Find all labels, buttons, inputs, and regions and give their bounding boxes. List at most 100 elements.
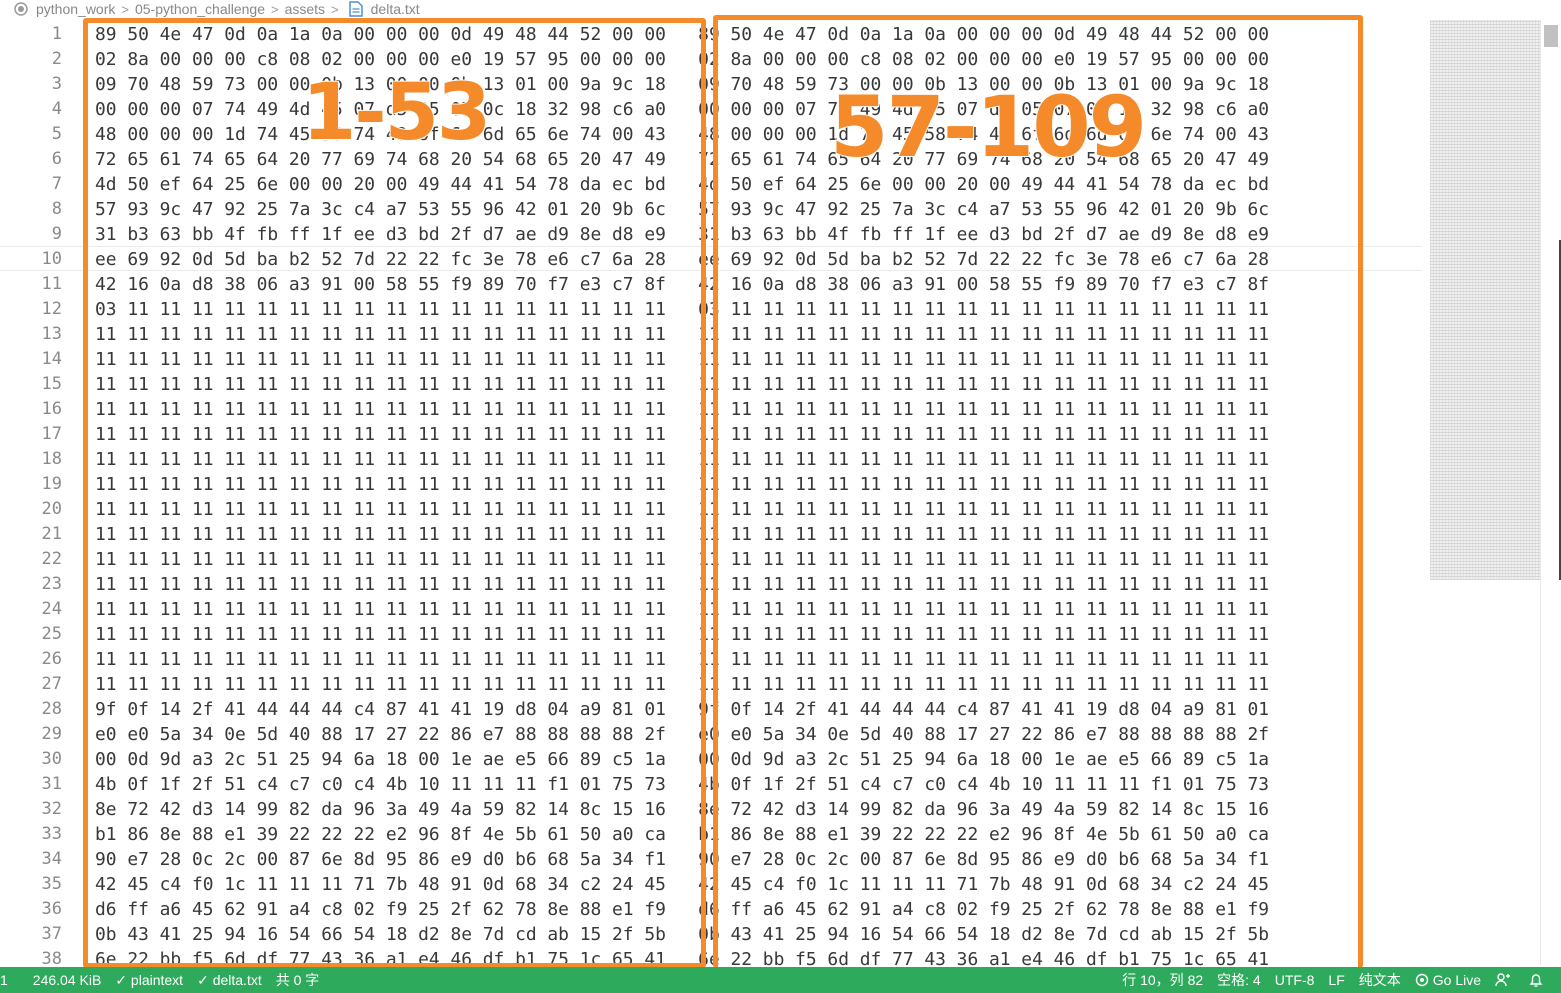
status-language-label: plaintext xyxy=(130,972,184,988)
status-selection[interactable]: 共 0 字 xyxy=(275,972,320,988)
broadcast-icon xyxy=(1415,973,1428,987)
minimap[interactable] xyxy=(1430,20,1540,580)
line-number: 35 xyxy=(41,874,62,894)
code-line[interactable]: 11 11 11 11 11 11 11 11 11 11 11 11 11 1… xyxy=(95,424,1270,445)
line-number: 1 xyxy=(51,24,62,44)
status-bar: 1 246.04 KiB ✓ plaintext ✓ delta.txt 共 0… xyxy=(0,967,1561,993)
editor[interactable]: 1 2 3 4 5 6 7 8 9 10 11 12 13 14 15 16 17 18 19 20 21 22 23 24 2… xyxy=(0,22,1425,967)
code-line[interactable]: 11 11 11 11 11 11 11 11 11 11 11 11 11 1… xyxy=(95,599,1270,620)
line-number: 7 xyxy=(51,174,62,194)
code-line[interactable]: 03 11 11 11 11 11 11 11 11 11 11 11 11 1… xyxy=(95,299,1270,320)
status-left-number[interactable]: 1 xyxy=(0,972,8,988)
status-eol[interactable]: LF xyxy=(1328,972,1345,988)
chevron-right-icon: > xyxy=(121,1,129,17)
code-line[interactable]: 11 11 11 11 11 11 11 11 11 11 11 11 11 1… xyxy=(95,674,1270,695)
status-file[interactable]: ✓ delta.txt xyxy=(190,972,269,989)
code-line[interactable]: 6e 22 bb f5 6d df 77 43 36 a1 e4 46 df b… xyxy=(95,949,1270,967)
line-number: 25 xyxy=(41,624,62,644)
line-number: 24 xyxy=(41,599,62,619)
breadcrumb-item-python-challenge[interactable]: 05-python_challenge xyxy=(134,1,265,17)
code-line[interactable]: 4d 50 ef 64 25 6e 00 00 20 00 49 44 41 5… xyxy=(95,174,1270,195)
code-line[interactable]: 00 00 00 07 74 49 4d 45 07 d5 05 07 0c 1… xyxy=(95,99,1270,120)
status-cursor-position[interactable]: 行 10，列 82 xyxy=(1122,972,1204,988)
status-file-size[interactable]: 246.04 KiB xyxy=(32,972,102,988)
code-line[interactable]: 00 0d 9d a3 2c 51 25 94 6a 18 00 1e ae e… xyxy=(95,749,1270,770)
line-number: 29 xyxy=(41,724,62,744)
code-line[interactable]: b1 86 8e 88 e1 39 22 22 22 e2 96 8f 4e 5… xyxy=(95,824,1270,845)
line-number-gutter: 1 2 3 4 5 6 7 8 9 10 11 12 13 14 15 16 17 18 19 20 21 22 23 24 2… xyxy=(0,22,68,967)
code-line[interactable]: 11 11 11 11 11 11 11 11 11 11 11 11 11 1… xyxy=(95,624,1270,645)
status-file-label: delta.txt xyxy=(212,972,262,988)
code-line[interactable]: ee 69 92 0d 5d ba b2 52 7d 22 22 fc 3e 7… xyxy=(95,249,1270,270)
vertical-scrollbar[interactable] xyxy=(1540,20,1561,965)
code-line[interactable]: 11 11 11 11 11 11 11 11 11 11 11 11 11 1… xyxy=(95,499,1270,520)
line-number: 14 xyxy=(41,349,62,369)
radio-circle-icon xyxy=(14,2,28,16)
breadcrumb-item-python-work[interactable]: python_work xyxy=(36,1,116,17)
code-line[interactable]: 11 11 11 11 11 11 11 11 11 11 11 11 11 1… xyxy=(95,649,1270,670)
line-number: 26 xyxy=(41,649,62,669)
chevron-right-icon: > xyxy=(331,1,339,17)
status-indentation[interactable]: 空格: 4 xyxy=(1217,972,1261,988)
code-line[interactable]: 11 11 11 11 11 11 11 11 11 11 11 11 11 1… xyxy=(95,574,1270,595)
line-number: 10 xyxy=(41,249,62,269)
check-icon: ✓ xyxy=(115,971,128,988)
code-line[interactable]: 48 00 00 00 1d 74 45 58 74 43 6f 6d 6d 6… xyxy=(95,124,1270,145)
code-line[interactable]: 42 45 c4 f0 1c 11 11 11 71 7b 48 91 0d 6… xyxy=(95,874,1270,895)
code-line[interactable]: 11 11 11 11 11 11 11 11 11 11 11 11 11 1… xyxy=(95,449,1270,470)
code-line[interactable]: d6 ff a6 45 62 91 a4 c8 02 f9 25 2f 62 7… xyxy=(95,899,1270,920)
line-number: 32 xyxy=(41,799,62,819)
code-line[interactable]: 0b 43 41 25 94 16 54 66 54 18 d2 8e 7d c… xyxy=(95,924,1270,945)
line-number: 36 xyxy=(41,899,62,919)
line-number: 23 xyxy=(41,574,62,594)
code-line[interactable]: 89 50 4e 47 0d 0a 1a 0a 00 00 00 0d 49 4… xyxy=(95,24,1270,45)
line-number: 8 xyxy=(51,199,62,219)
status-go-live[interactable]: Go Live xyxy=(1408,972,1488,988)
line-number: 9 xyxy=(51,224,62,244)
file-icon xyxy=(348,1,363,17)
code-line[interactable]: 11 11 11 11 11 11 11 11 11 11 11 11 11 1… xyxy=(95,374,1270,395)
code-line[interactable]: 57 93 9c 47 92 25 7a 3c c4 a7 53 55 96 4… xyxy=(95,199,1270,220)
code-line[interactable]: 09 70 48 59 73 00 00 0b 13 00 00 0b 13 0… xyxy=(95,74,1270,95)
line-number: 16 xyxy=(41,399,62,419)
code-line[interactable]: 11 11 11 11 11 11 11 11 11 11 11 11 11 1… xyxy=(95,324,1270,345)
code-area[interactable]: 89 50 4e 47 0d 0a 1a 0a 00 00 00 0d 49 4… xyxy=(95,22,1269,967)
code-line[interactable]: 72 65 61 74 65 64 20 77 69 74 68 20 54 6… xyxy=(95,149,1270,170)
line-number: 15 xyxy=(41,374,62,394)
breadcrumb-item-file[interactable]: delta.txt xyxy=(370,1,420,17)
line-number: 19 xyxy=(41,474,62,494)
code-line[interactable]: e0 e0 5a 34 0e 5d 40 88 17 27 22 86 e7 8… xyxy=(95,724,1270,745)
code-line[interactable]: 11 11 11 11 11 11 11 11 11 11 11 11 11 1… xyxy=(95,549,1270,570)
line-number: 22 xyxy=(41,549,62,569)
notification-bell-icon[interactable] xyxy=(1522,972,1561,988)
status-encoding[interactable]: UTF-8 xyxy=(1274,972,1315,988)
code-line[interactable]: 11 11 11 11 11 11 11 11 11 11 11 11 11 1… xyxy=(95,474,1270,495)
line-number: 12 xyxy=(41,299,62,319)
line-number: 34 xyxy=(41,849,62,869)
code-line[interactable]: 4b 0f 1f 2f 51 c4 c7 c0 c4 4b 10 11 11 1… xyxy=(95,774,1270,795)
code-line[interactable]: 8e 72 42 d3 14 99 82 da 96 3a 49 4a 59 8… xyxy=(95,799,1270,820)
code-line[interactable]: 02 8a 00 00 00 c8 08 02 00 00 00 e0 19 5… xyxy=(95,49,1270,70)
line-number: 17 xyxy=(41,424,62,444)
line-number: 33 xyxy=(41,824,62,844)
code-line[interactable]: 31 b3 63 bb 4f fb ff 1f ee d3 bd 2f d7 a… xyxy=(95,224,1270,245)
line-number: 6 xyxy=(51,149,62,169)
status-language[interactable]: ✓ plaintext xyxy=(108,972,190,989)
code-line[interactable]: 9f 0f 14 2f 41 44 44 44 c4 87 41 41 19 d… xyxy=(95,699,1270,720)
scrollbar-thumb[interactable] xyxy=(1544,25,1558,47)
code-line[interactable]: 11 11 11 11 11 11 11 11 11 11 11 11 11 1… xyxy=(95,399,1270,420)
feedback-icon[interactable] xyxy=(1488,972,1522,988)
line-number: 27 xyxy=(41,674,62,694)
code-line[interactable]: 90 e7 28 0c 2c 00 87 6e 8d 95 86 e9 d0 b… xyxy=(95,849,1270,870)
code-line[interactable]: 11 11 11 11 11 11 11 11 11 11 11 11 11 1… xyxy=(95,349,1270,370)
code-line[interactable]: 11 11 11 11 11 11 11 11 11 11 11 11 11 1… xyxy=(95,524,1270,545)
breadcrumb-item-assets[interactable]: assets xyxy=(284,1,326,17)
panel-divider xyxy=(1559,240,1561,580)
code-line[interactable]: 42 16 0a d8 38 06 a3 91 00 58 55 f9 89 7… xyxy=(95,274,1270,295)
line-number: 37 xyxy=(41,924,62,944)
line-number: 21 xyxy=(41,524,62,544)
line-number: 13 xyxy=(41,324,62,344)
check-icon: ✓ xyxy=(197,971,209,988)
line-number: 38 xyxy=(41,949,62,967)
status-language-mode[interactable]: 纯文本 xyxy=(1358,972,1401,988)
